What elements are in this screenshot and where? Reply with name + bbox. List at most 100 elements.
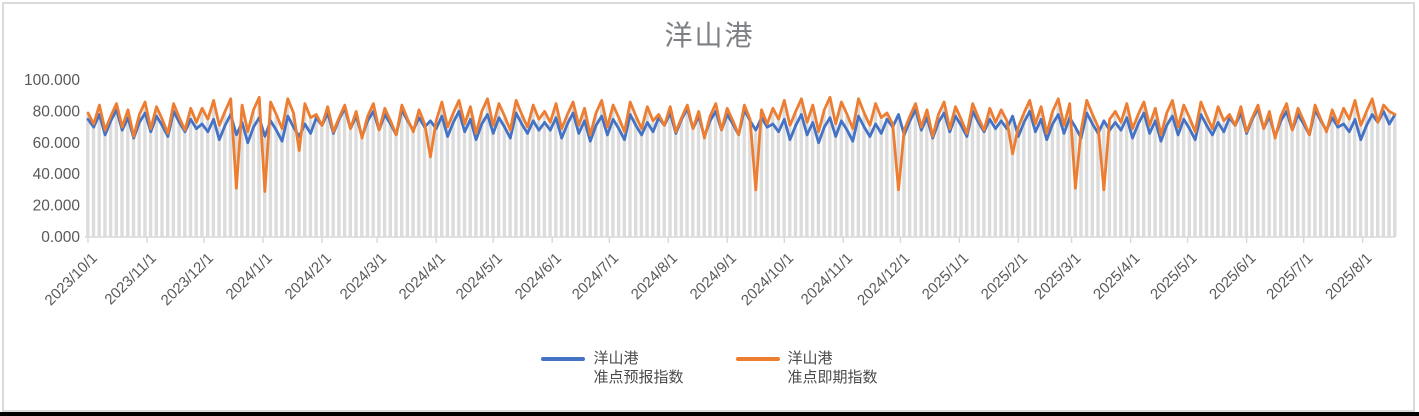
background-bar <box>639 130 644 237</box>
background-bar <box>605 128 609 237</box>
background-bar <box>365 117 370 237</box>
background-bar <box>1119 124 1123 237</box>
background-bar <box>759 111 763 237</box>
background-bar <box>1347 120 1351 237</box>
background-bar <box>223 113 227 237</box>
background-bar <box>1033 125 1037 237</box>
background-bar <box>257 98 261 237</box>
background-bar <box>97 106 101 237</box>
background-bar <box>217 127 221 237</box>
background-bar <box>240 106 244 237</box>
background-bar <box>1027 102 1032 237</box>
x-axis-tick-label: 2025/1/1 <box>919 250 972 303</box>
background-bar <box>428 122 432 237</box>
background-bar <box>936 116 940 237</box>
x-axis-tick-label: 2024/9/1 <box>687 250 740 303</box>
background-bar <box>457 102 461 237</box>
background-bar <box>1233 127 1237 237</box>
background-bar <box>1381 106 1386 237</box>
background-bar <box>320 127 324 237</box>
background-bar <box>1022 114 1026 237</box>
background-bar <box>1090 116 1094 237</box>
background-bar <box>662 127 666 237</box>
background-bar <box>514 102 518 237</box>
background-bar <box>622 133 626 237</box>
background-bar <box>1096 128 1100 237</box>
legend-label-spot: 洋山港 准点即期指数 <box>787 350 878 386</box>
background-bar <box>571 103 575 237</box>
background-bar <box>434 122 438 237</box>
background-bar <box>788 127 792 237</box>
background-bar <box>388 122 392 237</box>
background-bar <box>833 125 838 237</box>
background-bar <box>291 114 295 237</box>
background-bar <box>1221 122 1226 237</box>
background-bar <box>188 109 193 237</box>
background-bar <box>999 111 1003 237</box>
background-bar <box>850 130 855 237</box>
background-bar <box>1010 117 1015 237</box>
background-bar <box>1199 103 1203 237</box>
background-bar <box>274 116 278 237</box>
y-axis-tick-label: 20.000 <box>33 198 81 215</box>
background-bar <box>131 138 136 237</box>
background-bar <box>1113 113 1117 237</box>
background-bar <box>1318 120 1323 237</box>
background-bar <box>719 131 723 237</box>
background-bar <box>976 119 980 238</box>
x-axis-tick-label: 2025/2/1 <box>978 250 1031 303</box>
background-bar <box>856 100 860 238</box>
x-axis-tick-label: 2024/3/1 <box>337 250 390 303</box>
background-bar <box>171 105 176 237</box>
background-bar <box>588 136 592 237</box>
background-bar <box>576 127 581 237</box>
background-bar <box>1307 136 1311 237</box>
background-bar <box>1039 108 1043 237</box>
background-bar <box>828 98 832 237</box>
background-bar <box>103 131 107 237</box>
background-bar <box>696 113 701 237</box>
background-bar <box>1204 117 1209 237</box>
background-bar <box>616 119 621 238</box>
background-bar <box>314 116 318 237</box>
background-bar <box>953 108 957 237</box>
background-bar <box>805 124 809 237</box>
background-bar <box>303 105 307 237</box>
background-bar <box>713 105 718 237</box>
background-bar <box>502 117 507 237</box>
background-bar <box>137 116 141 237</box>
legend-item-spot: 洋山港 准点即期指数 <box>735 349 878 387</box>
background-bar <box>947 130 952 237</box>
background-bar <box>1273 138 1277 237</box>
background-bar <box>868 127 872 237</box>
x-axis-tick-label: 2024/2/1 <box>282 250 335 303</box>
background-bar <box>1193 133 1197 237</box>
background-bar <box>1062 127 1066 237</box>
background-bar <box>942 103 946 237</box>
background-bar <box>645 108 649 237</box>
y-axis-tick-label: 40.000 <box>33 166 81 183</box>
background-bar <box>297 138 301 237</box>
background-bar <box>748 120 752 237</box>
background-bar <box>1256 106 1260 237</box>
background-bar <box>702 138 706 237</box>
background-bar <box>268 103 273 237</box>
background-bar <box>394 136 398 237</box>
x-axis-tick-label: 2024/12/1 <box>854 250 913 309</box>
background-bar <box>245 133 250 237</box>
background-bar <box>508 131 512 237</box>
background-bar <box>674 133 678 237</box>
background-bar <box>451 114 455 237</box>
background-bar <box>183 131 187 237</box>
background-bar <box>1353 102 1357 237</box>
background-bar <box>1296 109 1300 237</box>
background-bar <box>1107 120 1112 237</box>
background-bar <box>1279 117 1283 237</box>
background-bar <box>285 100 290 238</box>
background-bar <box>1187 119 1191 238</box>
x-axis-tick-label: 2025/5/1 <box>1147 250 1200 303</box>
background-bar <box>725 109 729 237</box>
background-bar <box>148 130 153 237</box>
x-axis-tick-label: 2024/6/1 <box>512 250 565 303</box>
background-bar <box>1376 124 1380 237</box>
